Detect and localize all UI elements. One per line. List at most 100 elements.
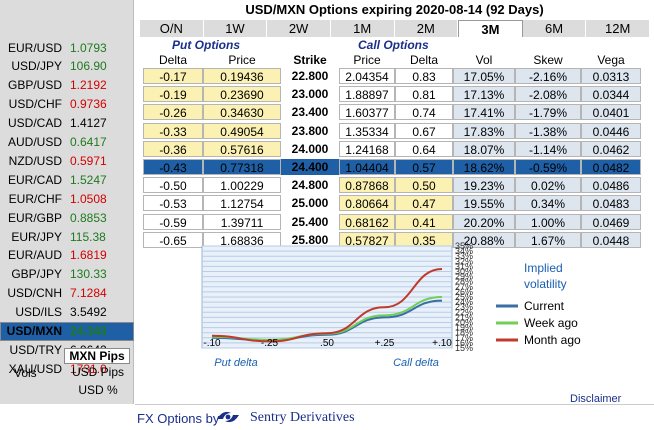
pair-name: XAU/USD xyxy=(8,361,62,376)
vega-cell: 0.0483 xyxy=(581,195,641,212)
tab-3m[interactable]: 3M xyxy=(458,20,523,37)
put-price-cell: 0.57616 xyxy=(203,140,281,157)
strike-cell[interactable]: 23.000 xyxy=(291,87,329,102)
currency-pair-panel: EUR/USD 1.0793 USD/JPY 106.90 GBP/USD 1.2192 U… xyxy=(0,0,134,404)
x-label-call: Call delta xyxy=(393,357,439,369)
disclaimer-link[interactable]: Disclaimer xyxy=(570,393,622,405)
x-tick-label: .50 xyxy=(320,338,334,349)
pair-rate: 0.5971 xyxy=(70,153,107,168)
pair-eur-gbp[interactable]: EUR/GBP 0.8853 xyxy=(0,208,134,227)
tab-2m[interactable]: 2M xyxy=(395,20,459,37)
call-price-cell: 1.24168 xyxy=(339,140,395,157)
y-tick-label: 30% xyxy=(455,267,473,277)
legend-title-line1: Implied xyxy=(524,261,563,275)
pair-usd-ils[interactable]: USD/ILS 3.5492 xyxy=(0,303,134,322)
call-delta-cell: 0.47 xyxy=(395,195,453,212)
pair-name: NZD/USD xyxy=(8,153,62,168)
x-tick-label: +.10 xyxy=(432,338,452,349)
vega-cell: 0.0486 xyxy=(581,177,641,194)
strike-cell[interactable]: 25.800 xyxy=(291,232,329,247)
pair-name: USD/JPY xyxy=(11,59,62,74)
pair-eur-jpy[interactable]: EUR/JPY 115.38 xyxy=(0,227,134,246)
pair-aud-usd[interactable]: AUD/USD 0.6417 xyxy=(0,133,134,152)
call-delta-cell: 0.50 xyxy=(395,177,453,194)
pair-rate: 0.8853 xyxy=(70,210,107,225)
call-price-cell: 0.57827 xyxy=(339,231,395,248)
call-delta-cell: 0.83 xyxy=(395,68,453,84)
y-tick-label: 18% xyxy=(455,328,473,338)
tab-12m[interactable]: 12M xyxy=(586,20,650,37)
call-price-cell: 1.04404 xyxy=(339,159,395,175)
y-tick-label: 25% xyxy=(455,292,473,302)
put-delta-cell: -0.17 xyxy=(143,68,203,84)
put-delta-cell: -0.19 xyxy=(143,86,203,103)
y-tick-label: 35% xyxy=(455,242,473,251)
put-price-cell: 0.34630 xyxy=(203,104,281,121)
tab-2w[interactable]: 2W xyxy=(267,20,331,37)
vega-cell: 0.0462 xyxy=(581,140,641,157)
vol-cell: 17.13% xyxy=(453,86,515,103)
call-delta-cell: 0.81 xyxy=(395,86,453,103)
put-delta-cell: -0.59 xyxy=(143,213,203,230)
header-vega: Vega xyxy=(597,53,625,67)
pair-name: AUD/USD xyxy=(7,135,62,149)
series-line-month-ago xyxy=(211,267,443,343)
x-tick-label: +.25 xyxy=(375,338,395,349)
y-tick-label: 29% xyxy=(455,272,473,282)
pair-eur-cad[interactable]: EUR/CAD 1.5247 xyxy=(0,170,134,189)
x-tick-label: -.10 xyxy=(203,338,221,349)
vega-cell: 0.0446 xyxy=(581,122,641,139)
pair-eur-aud[interactable]: EUR/AUD 1.6819 xyxy=(0,246,134,265)
vega-cell: 0.0344 xyxy=(581,86,641,103)
strike-cell[interactable]: 24.800 xyxy=(291,178,329,193)
unit-usd-pct[interactable]: USD % xyxy=(78,383,118,397)
tab-on[interactable]: O/N xyxy=(140,20,204,37)
expiry-tabs: O/N 1W 2W 1M 2M 3M 6M 12M xyxy=(140,20,650,37)
strike-cell[interactable]: 23.400 xyxy=(291,105,329,120)
pair-usd-mxn[interactable]: USD/MXN 24.343 xyxy=(0,321,134,341)
strike-cell[interactable]: 24.000 xyxy=(291,141,329,156)
pair-gbp-usd[interactable]: GBP/USD 1.2192 xyxy=(0,76,134,95)
y-tick-label: 28% xyxy=(455,277,473,287)
pair-name: USD/CNH xyxy=(7,286,62,301)
strike-cell[interactable]: 23.800 xyxy=(291,123,329,138)
pair-rate: 130.33 xyxy=(70,267,107,282)
sentry-logo-icon xyxy=(217,411,239,423)
pair-name: GBP/JPY xyxy=(11,267,62,282)
pair-eur-chf[interactable]: EUR/CHF 1.0508 xyxy=(0,189,134,208)
vol-cell: 19.55% xyxy=(453,195,515,212)
pair-xau-usd[interactable]: XAU/USD 1731.0 xyxy=(0,359,134,378)
pair-rate: 3.5492 xyxy=(70,305,107,320)
put-delta-cell: -0.65 xyxy=(143,231,203,248)
strike-cell[interactable]: 25.400 xyxy=(291,214,329,229)
tab-6m[interactable]: 6M xyxy=(523,20,587,37)
tab-1w[interactable]: 1W xyxy=(204,20,268,37)
y-tick-label: 34% xyxy=(455,246,473,256)
x-tick-label: -.25 xyxy=(261,338,279,349)
pair-usd-chf[interactable]: USD/CHF 0.9736 xyxy=(0,95,134,114)
call-price-cell: 1.35334 xyxy=(339,122,395,139)
strike-cell[interactable]: 22.800 xyxy=(291,69,329,83)
unit-usd-pips[interactable]: USD Pips xyxy=(71,365,124,379)
pair-eur-usd[interactable]: EUR/USD 1.0793 xyxy=(0,38,134,57)
pair-name: EUR/USD xyxy=(7,40,62,55)
strike-cell[interactable]: 24.400 xyxy=(281,159,339,175)
unit-mxn-pips[interactable]: MXN Pips xyxy=(64,348,130,364)
skew-cell: 1.67% xyxy=(515,231,581,248)
pair-gbp-jpy[interactable]: GBP/JPY 130.33 xyxy=(0,265,134,284)
pair-usd-cad[interactable]: USD/CAD 1.4127 xyxy=(0,114,134,133)
pair-usd-cnh[interactable]: USD/CNH 7.1284 xyxy=(0,284,134,303)
y-tick-label: 31% xyxy=(455,261,473,271)
skew-cell: -2.16% xyxy=(515,68,581,84)
pair-nzd-usd[interactable]: NZD/USD 0.5971 xyxy=(0,151,134,170)
put-price-cell: 0.77318 xyxy=(203,159,281,175)
call-price-cell: 1.88897 xyxy=(339,86,395,103)
strike-cell[interactable]: 25.000 xyxy=(291,196,329,211)
pair-usd-jpy[interactable]: USD/JPY 106.90 xyxy=(0,57,134,76)
skew-cell: 1.00% xyxy=(515,213,581,230)
header-vol: Vol xyxy=(475,53,493,67)
footer-brand: Sentry Derivatives xyxy=(250,410,355,425)
put-delta-cell: -0.36 xyxy=(143,140,203,157)
tab-1m[interactable]: 1M xyxy=(331,20,395,37)
pair-rate: 1.5247 xyxy=(70,172,107,187)
